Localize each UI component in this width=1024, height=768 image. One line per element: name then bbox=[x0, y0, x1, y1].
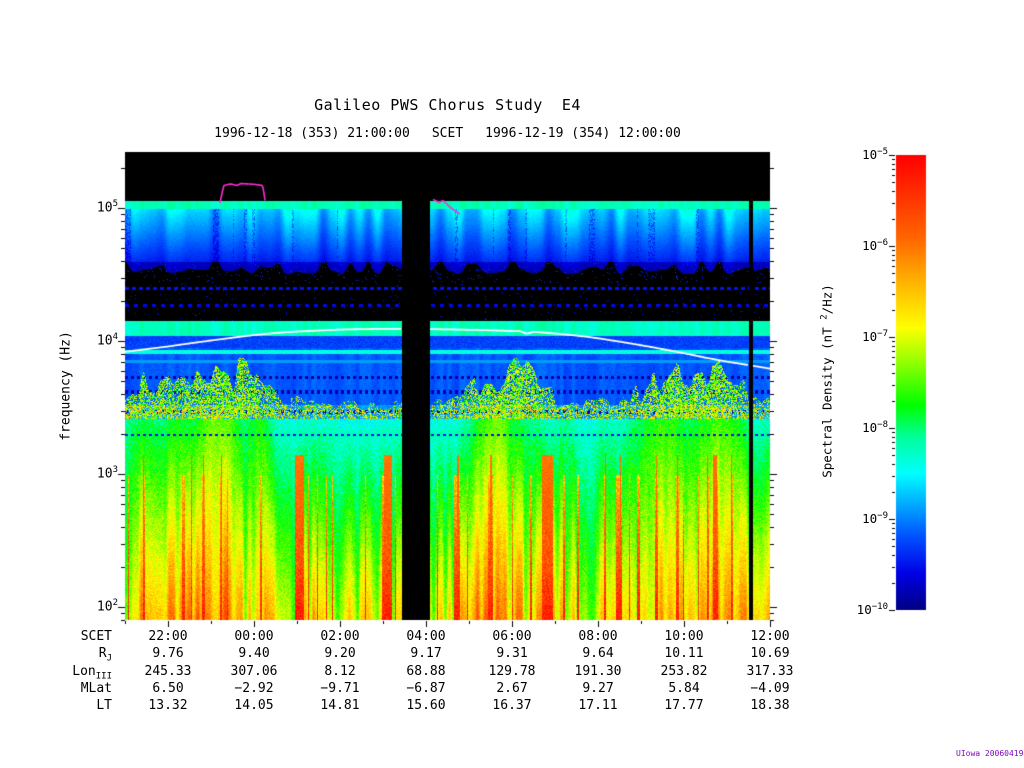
eph-row-label-sub: J bbox=[106, 653, 112, 664]
x-tick-label: 02:00 bbox=[320, 629, 360, 644]
eph-row-label-text: Lon bbox=[72, 663, 96, 679]
eph-value-lon: 245.33 bbox=[144, 663, 192, 679]
eph-value-lt: 14.81 bbox=[320, 698, 360, 713]
y-tick-exp: 5 bbox=[112, 199, 118, 210]
y-tick-exp: 3 bbox=[112, 465, 118, 476]
x-tick-label: 08:00 bbox=[578, 629, 618, 644]
eph-row-label-lon: LonIII bbox=[26, 664, 112, 682]
eph-value-mlat: −6.87 bbox=[406, 680, 446, 696]
eph-value-lon: 253.82 bbox=[660, 663, 708, 679]
eph-value-mlat: −4.09 bbox=[750, 680, 790, 696]
eph-value-mlat: 9.27 bbox=[582, 680, 614, 696]
y-tick-base: 10 bbox=[96, 200, 113, 216]
cb-tick-base: 10 bbox=[856, 602, 872, 618]
eph-value-r: 9.40 bbox=[238, 646, 270, 662]
eph-value-lon: 129.78 bbox=[488, 663, 536, 679]
y-tick-base: 10 bbox=[96, 466, 113, 482]
eph-value-lon: 191.30 bbox=[574, 663, 622, 679]
eph-row-label-r: RJ bbox=[26, 646, 112, 664]
eph-value-lt: 17.11 bbox=[578, 698, 618, 713]
eph-value-mlat: −2.92 bbox=[234, 680, 274, 696]
eph-row-label-text: MLat bbox=[80, 680, 112, 696]
eph-value-lon: 317.33 bbox=[746, 663, 794, 679]
eph-value-r: 9.17 bbox=[410, 646, 442, 662]
x-tick-label: 04:00 bbox=[406, 629, 446, 644]
colorbar-tick-label: 10−9 bbox=[816, 511, 888, 526]
cb-tick-exp: −7 bbox=[877, 329, 888, 339]
y-tick-base: 10 bbox=[96, 599, 113, 615]
eph-value-r: 10.11 bbox=[664, 646, 704, 662]
cb-tick-base: 10 bbox=[862, 238, 878, 254]
eph-row-label-sub: III bbox=[95, 671, 112, 682]
x-tick-label: 22:00 bbox=[148, 629, 188, 644]
eph-value-mlat: 2.67 bbox=[496, 680, 528, 696]
y-tick-label: 102 bbox=[56, 598, 118, 614]
eph-value-r: 9.64 bbox=[582, 646, 614, 662]
cb-tick-exp: −9 bbox=[877, 511, 888, 521]
eph-row-label-scet: SCET bbox=[26, 629, 112, 644]
eph-value-mlat: −9.71 bbox=[320, 680, 360, 696]
colorbar-tick-label: 10−5 bbox=[816, 147, 888, 162]
eph-row-label-mlat: MLat bbox=[26, 681, 112, 696]
eph-value-r: 9.20 bbox=[324, 646, 356, 662]
eph-row-label-text: LT bbox=[96, 698, 112, 713]
cb-tick-exp: −5 bbox=[877, 147, 888, 157]
cb-tick-exp: −6 bbox=[877, 238, 888, 248]
cb-tick-base: 10 bbox=[862, 420, 878, 436]
y-tick-label: 104 bbox=[56, 332, 118, 348]
colorbar-label-units: /Hz) bbox=[819, 284, 835, 315]
eph-value-lon: 68.88 bbox=[406, 663, 446, 679]
eph-row-label-lt: LT bbox=[26, 698, 112, 713]
eph-value-lon: 8.12 bbox=[324, 663, 356, 679]
plot-subtitle: 1996-12-18 (353) 21:00:00 SCET 1996-12-19 … bbox=[95, 126, 800, 141]
x-tick-label: 12:00 bbox=[750, 629, 790, 644]
subtitle-scet-label: SCET bbox=[431, 126, 464, 141]
colorbar-label: Spectral Density (nT 2/Hz) bbox=[819, 284, 834, 478]
eph-value-lon: 307.06 bbox=[230, 663, 278, 679]
eph-value-mlat: 5.84 bbox=[668, 680, 700, 696]
colorbar-tick-label: 10−8 bbox=[816, 420, 888, 435]
y-tick-label: 103 bbox=[56, 465, 118, 481]
y-tick-exp: 4 bbox=[112, 332, 118, 343]
y-tick-label: 105 bbox=[56, 199, 118, 215]
credit-text: UIowa 20060419 bbox=[956, 749, 1024, 758]
colorbar-label-exponent: 2 bbox=[819, 314, 830, 320]
y-tick-exp: 2 bbox=[112, 597, 118, 608]
x-tick-label: 00:00 bbox=[234, 629, 274, 644]
eph-value-r: 10.69 bbox=[750, 646, 790, 662]
cb-tick-base: 10 bbox=[862, 329, 878, 345]
eph-value-lt: 17.77 bbox=[664, 698, 704, 713]
plot-title: Galileo PWS Chorus Study E4 bbox=[314, 96, 581, 114]
cb-tick-base: 10 bbox=[862, 511, 878, 527]
eph-value-r: 9.31 bbox=[496, 646, 528, 662]
x-tick-label: 06:00 bbox=[492, 629, 532, 644]
eph-value-lt: 15.60 bbox=[406, 698, 446, 713]
eph-value-r: 9.76 bbox=[152, 646, 184, 662]
y-tick-base: 10 bbox=[96, 333, 113, 349]
eph-row-label-text: SCET bbox=[80, 629, 112, 644]
colorbar-tick-label: 10−10 bbox=[816, 602, 888, 617]
subtitle-start-time: 1996-12-18 (353) 21:00:00 bbox=[214, 126, 410, 141]
colorbar-tick-label: 10−6 bbox=[816, 238, 888, 253]
eph-value-lt: 16.37 bbox=[492, 698, 532, 713]
eph-value-mlat: 6.50 bbox=[152, 680, 184, 696]
colorbar-tick-label: 10−7 bbox=[816, 329, 888, 344]
cb-tick-base: 10 bbox=[862, 147, 878, 163]
eph-value-lt: 18.38 bbox=[750, 698, 790, 713]
cb-tick-exp: −8 bbox=[877, 420, 888, 430]
eph-value-lt: 13.32 bbox=[148, 698, 188, 713]
x-tick-label: 10:00 bbox=[664, 629, 704, 644]
cb-tick-exp: −10 bbox=[871, 602, 888, 612]
subtitle-end-time: 1996-12-19 (354) 12:00:00 bbox=[485, 126, 681, 141]
eph-row-label-text: R bbox=[98, 646, 107, 662]
eph-value-lt: 14.05 bbox=[234, 698, 274, 713]
